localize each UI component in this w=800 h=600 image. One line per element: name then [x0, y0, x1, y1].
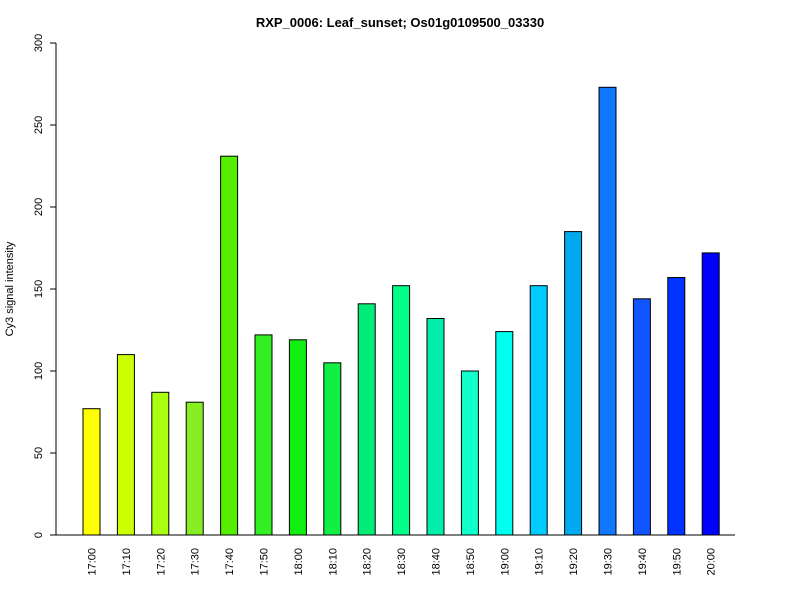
- bar: [667, 277, 686, 536]
- bar: [701, 252, 720, 536]
- y-tick-label: 50: [33, 447, 45, 459]
- x-tick-label: 17:50: [259, 548, 271, 576]
- bars-group: [82, 86, 720, 536]
- x-tick-label: 17:10: [121, 548, 133, 576]
- y-tick-label: 150: [33, 280, 45, 298]
- bar: [598, 86, 617, 536]
- bar: [323, 362, 342, 536]
- y-axis: 0 50 100 150 200 250 300: [33, 34, 57, 538]
- x-tick-label: 17:40: [224, 548, 236, 576]
- x-tick-label: 19:40: [637, 548, 649, 576]
- x-tick-label: 18:20: [362, 548, 374, 576]
- y-tick-label: 300: [33, 34, 45, 52]
- bar: [564, 231, 583, 536]
- bar: [357, 303, 376, 536]
- x-tick-label: 18:10: [327, 548, 339, 576]
- x-tick-label: 18:40: [431, 548, 443, 576]
- y-axis-label: Cy3 signal intensity: [4, 241, 16, 336]
- x-tick-label: 19:20: [568, 548, 580, 576]
- chart-title: RXP_0006: Leaf_sunset; Os01g0109500_0333…: [256, 15, 544, 30]
- bar: [220, 155, 239, 536]
- x-tick-label: 17:00: [87, 548, 99, 576]
- x-axis: 17:00 17:10 17:20 17:30 17:40 17:50 18:00 18:10…: [56, 534, 735, 576]
- bar: [632, 298, 651, 536]
- x-tick-label: 19:00: [499, 548, 511, 576]
- x-tick-label: 19:30: [603, 548, 615, 576]
- y-tick-label: 100: [33, 362, 45, 380]
- x-tick-label: 20:00: [706, 548, 718, 576]
- bar: [116, 354, 135, 536]
- y-tick-label: 250: [33, 116, 45, 134]
- x-tick-label: 19:10: [534, 548, 546, 576]
- bar: [82, 408, 101, 536]
- y-tick-label: 0: [33, 532, 45, 538]
- bar: [151, 391, 170, 536]
- bar: [392, 285, 411, 536]
- y-tick-label: 200: [33, 198, 45, 216]
- x-tick-label: 18:50: [465, 548, 477, 576]
- bar: [529, 285, 548, 536]
- bar: [460, 370, 479, 536]
- x-tick-label: 17:30: [190, 548, 202, 576]
- bar: [288, 339, 307, 536]
- x-tick-label: 17:20: [155, 548, 167, 576]
- bar: [254, 334, 273, 536]
- bar: [426, 318, 445, 536]
- x-tick-label: 19:50: [671, 548, 683, 576]
- x-tick-label: 18:30: [396, 548, 408, 576]
- bar: [495, 331, 514, 536]
- bar: [185, 401, 204, 536]
- x-tick-label: 18:00: [293, 548, 305, 576]
